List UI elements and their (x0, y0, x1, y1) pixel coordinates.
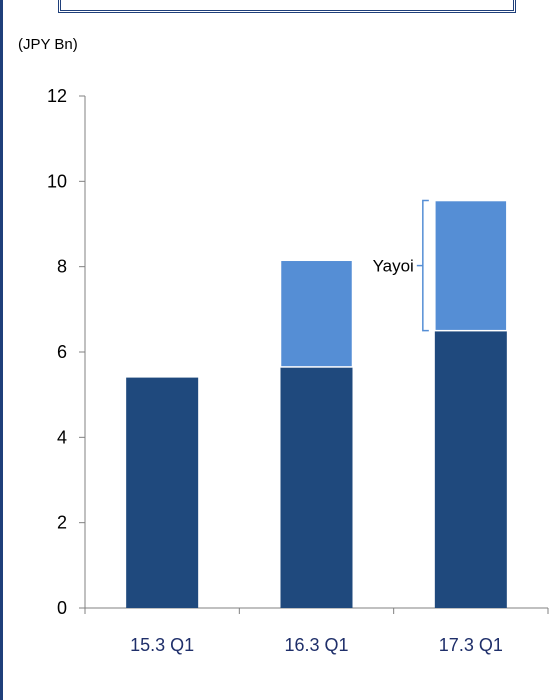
y-tick-label: 4 (57, 427, 67, 447)
unit-label: (JPY Bn) (18, 36, 78, 53)
bar-base (126, 377, 199, 608)
bar-base (434, 330, 507, 608)
y-tick-label: 10 (47, 171, 67, 191)
yayoi-bracket (422, 199, 429, 332)
x-category-label: 16.3 Q1 (284, 635, 348, 655)
y-tick-label: 12 (47, 86, 67, 106)
frame-left-border (0, 0, 3, 700)
bar-base (280, 366, 353, 608)
yayoi-annotation-label: Yayoi (373, 257, 414, 276)
y-tick-label: 8 (57, 257, 67, 277)
y-tick-label: 6 (57, 342, 67, 362)
x-category-label: 15.3 Q1 (130, 635, 194, 655)
x-category-label: 17.3 Q1 (439, 635, 503, 655)
y-tick-label: 2 (57, 513, 67, 533)
bar-yayoi (434, 199, 508, 332)
bar-yayoi (279, 259, 354, 368)
title-box (58, 0, 516, 13)
y-tick-label: 0 (57, 598, 67, 618)
